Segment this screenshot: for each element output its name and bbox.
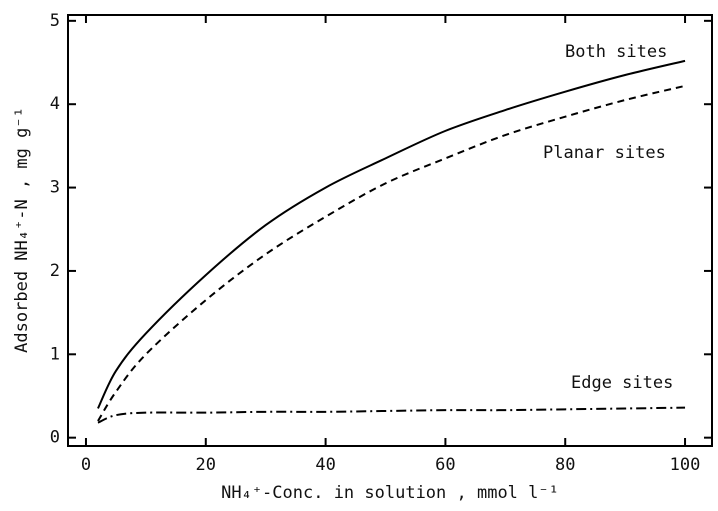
series-label: Both sites — [565, 42, 667, 62]
x-tick-label: 80 — [555, 455, 575, 475]
x-tick-label: 100 — [670, 455, 701, 475]
y-tick-label: 4 — [50, 94, 60, 114]
series-line — [97, 59, 686, 409]
y-tick-label: 0 — [50, 428, 60, 448]
series-line — [97, 84, 686, 422]
y-tick-label: 2 — [50, 261, 60, 281]
y-tick-label: 3 — [50, 178, 60, 198]
x-tick-label: 40 — [315, 455, 335, 475]
series-line — [97, 406, 686, 424]
x-axis-label: NH₄⁺-Conc. in solution , mmol l⁻¹ — [221, 483, 559, 503]
y-tick-label: 1 — [50, 344, 60, 364]
y-axis-label: Adsorbed NH₄⁺-N , mg g⁻¹ — [12, 107, 32, 353]
x-tick-label: 60 — [435, 455, 455, 475]
x-tick-label: 0 — [81, 455, 91, 475]
series-label: Edge sites — [571, 373, 673, 393]
series-label: Planar sites — [543, 143, 666, 163]
plot-frame — [67, 14, 713, 447]
x-tick-label: 20 — [196, 455, 216, 475]
y-tick-label: 5 — [50, 11, 60, 31]
